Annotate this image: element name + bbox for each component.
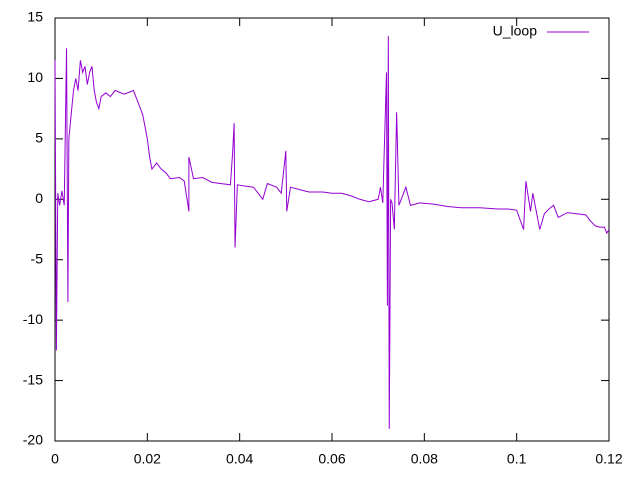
x-tick-label: 0.06	[318, 451, 345, 467]
x-tick-label: 0	[51, 451, 59, 467]
x-tick-label: 0.08	[411, 451, 438, 467]
y-tick-label: 5	[35, 130, 43, 146]
y-tick-label: 15	[27, 9, 43, 25]
y-tick-label: -10	[23, 311, 43, 327]
data-line	[54, 36, 610, 429]
y-tick-label: -20	[23, 432, 43, 448]
legend-label: U_loop	[493, 23, 538, 39]
x-tick-label: 0.1	[507, 451, 527, 467]
y-tick-label: -15	[23, 371, 43, 387]
plot-frame	[54, 17, 610, 442]
x-tick-label: 0.04	[226, 451, 253, 467]
y-tick-label: 0	[35, 190, 43, 206]
y-tick-label: 10	[27, 69, 43, 85]
y-tick-label: -5	[31, 250, 44, 266]
x-tick-label: 0.02	[134, 451, 161, 467]
x-tick-label: 0.12	[595, 451, 622, 467]
